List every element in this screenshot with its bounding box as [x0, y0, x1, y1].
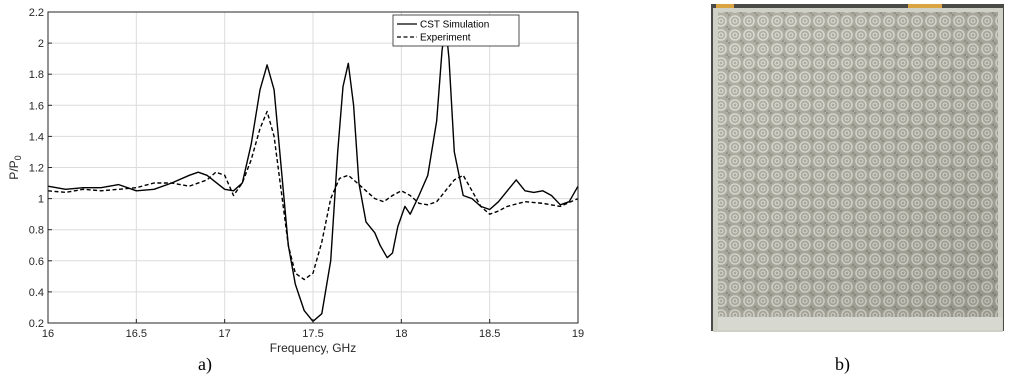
chart-legend: CST Simulation Experiment: [392, 14, 520, 47]
x-tick-label: 19: [572, 328, 584, 340]
y-axis-label: P/P0: [7, 155, 23, 179]
x-tick-label: 16: [42, 328, 54, 340]
y-tick-label: 0.2: [29, 318, 44, 330]
y-axis-label-subscript: 0: [13, 155, 23, 160]
y-tick-label: 0.6: [29, 256, 44, 268]
panel-shade: [718, 12, 998, 317]
x-tick-label: 16.5: [126, 328, 147, 340]
x-tick-label: 18: [395, 328, 407, 340]
y-tick-label: 1.2: [29, 163, 44, 175]
y-tick-label: 1: [38, 194, 44, 206]
y-tick-label: 1.6: [29, 100, 44, 112]
y-axis-label-main: P/P: [7, 160, 21, 179]
y-tick-label: 2: [38, 38, 44, 50]
chart-ticks: 16 16.5 17 17.5 18 18.5 19 0.2 0.4 0.6 0.8 1 1.2 1.4 1…: [29, 7, 584, 340]
legend-label: Experiment: [420, 33, 471, 44]
x-tick-label: 18.5: [479, 328, 500, 340]
y-tick-label: 0.8: [29, 225, 44, 237]
y-tick-label: 1.8: [29, 69, 44, 81]
chart-series: [47, 22, 579, 323]
x-tick-label: 17.5: [302, 328, 323, 340]
caption-a: a): [198, 354, 212, 374]
y-tick-label: 0.4: [29, 287, 44, 299]
x-axis-label: Frequency, GHz: [270, 341, 356, 355]
series-line-cst-simulation: [47, 22, 579, 323]
legend-label: CST Simulation: [420, 20, 489, 31]
caption-b: b): [835, 354, 850, 374]
y-tick-label: 2.2: [29, 7, 44, 19]
panel-bottom-edge: [718, 317, 1002, 330]
legend-box: [392, 14, 520, 47]
y-tick-label: 1.4: [29, 131, 44, 143]
x-tick-label: 17: [219, 328, 231, 340]
